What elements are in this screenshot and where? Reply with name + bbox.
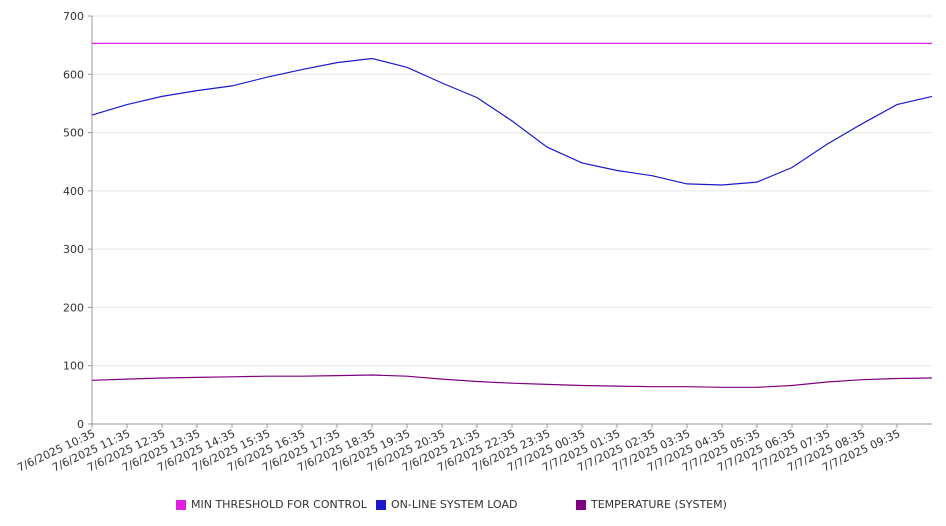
legend-swatch-temperature [576, 499, 586, 510]
legend-label-load: ON-LINE SYSTEM LOAD [391, 498, 518, 511]
y-tick-label-500: 500 [63, 127, 84, 140]
y-tick-label-0: 0 [77, 418, 84, 431]
y-tick-label-400: 400 [63, 185, 84, 198]
y-tick-label-700: 700 [63, 10, 84, 23]
y-tick-label-600: 600 [63, 68, 84, 81]
x-axis: 7/6/2025 10:357/6/2025 11:357/6/2025 12:… [15, 423, 932, 474]
legend-label-temperature: TEMPERATURE (SYSTEM) [591, 498, 727, 511]
y-axis: 0 100 200 300 400 500 600 700 [63, 10, 93, 431]
legend-item-load[interactable]: ON-LINE SYSTEM LOAD [376, 498, 517, 511]
legend-swatch-load [376, 499, 386, 510]
legend-item-threshold[interactable]: MIN THRESHOLD FOR CONTROL [176, 498, 367, 511]
y-tick-label-300: 300 [63, 243, 84, 256]
series-line-1 [91, 57, 933, 186]
legend-swatch-threshold [176, 499, 186, 510]
series-line-2 [91, 374, 933, 388]
legend-label-threshold: MIN THRESHOLD FOR CONTROL [191, 498, 367, 511]
grid-lines [92, 15, 932, 367]
y-tick-label-100: 100 [63, 360, 84, 373]
legend-item-temperature[interactable]: TEMPERATURE (SYSTEM) [576, 498, 727, 511]
y-tick-label-200: 200 [63, 301, 84, 314]
legend: MIN THRESHOLD FOR CONTROL ON-LINE SYSTEM… [0, 498, 946, 514]
series-lines [91, 42, 933, 388]
